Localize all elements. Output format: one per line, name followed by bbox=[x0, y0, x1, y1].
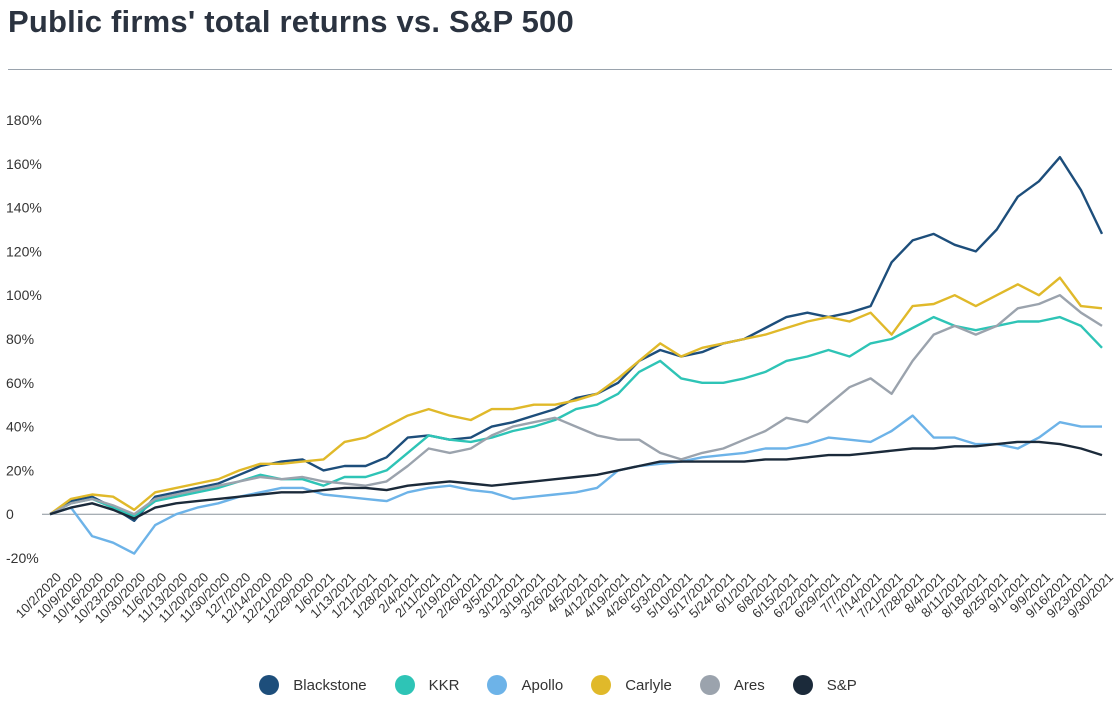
series-line-apollo bbox=[49, 414, 1102, 555]
legend-swatch bbox=[591, 675, 612, 695]
legend-swatch bbox=[487, 675, 508, 695]
y-tick-label: 100% bbox=[6, 287, 42, 303]
series-line-s-p bbox=[49, 440, 1103, 520]
legend-label: Carlyle bbox=[625, 676, 672, 694]
legend-label: Blackstone bbox=[293, 676, 367, 694]
series-line-blackstone bbox=[49, 155, 1104, 522]
line-chart: 180% 160% 140% 120% 100% 80% 60% 40% 20% 0 -20% 10… bbox=[6, 112, 1116, 627]
legend-item-blackstone[interactable]: Blackstone bbox=[259, 675, 367, 695]
y-tick-label: 160% bbox=[6, 156, 42, 172]
legend-swatch bbox=[699, 675, 720, 695]
y-tick-label: 120% bbox=[6, 243, 42, 259]
legend-item-ares[interactable]: Ares bbox=[699, 675, 765, 695]
y-tick-label: -20% bbox=[6, 550, 39, 566]
legend: Blackstone KKR Apollo Carlyle Ares S&P bbox=[0, 672, 1116, 698]
legend-label: S&P bbox=[826, 676, 857, 694]
y-tick-label: 40% bbox=[6, 419, 34, 435]
legend-item-s-p[interactable]: S&P bbox=[792, 675, 857, 695]
y-tick-label: 60% bbox=[6, 375, 34, 391]
y-tick-label: 140% bbox=[6, 200, 42, 216]
legend-swatch bbox=[792, 675, 813, 695]
y-tick-label: 20% bbox=[6, 462, 34, 478]
legend-label: Ares bbox=[733, 676, 765, 694]
legend-swatch bbox=[394, 675, 415, 695]
y-tick-label: 0 bbox=[6, 506, 14, 522]
y-tick-label: 180% bbox=[6, 112, 42, 128]
series-lines bbox=[49, 155, 1104, 555]
y-tick-label: 80% bbox=[6, 331, 34, 347]
title-divider bbox=[8, 69, 1112, 70]
y-axis: 180% 160% 140% 120% 100% 80% 60% 40% 20% 0 -20% bbox=[6, 112, 42, 566]
series-line-carlyle bbox=[49, 276, 1103, 516]
legend-label: Apollo bbox=[521, 676, 564, 694]
chart-title: Public firms' total returns vs. S&P 500 bbox=[8, 4, 574, 39]
legend-label: KKR bbox=[428, 676, 460, 694]
series-line-kkr bbox=[49, 315, 1103, 518]
x-axis: 10/2/202010/9/202010/16/202010/23/202010… bbox=[13, 570, 1116, 627]
legend-item-carlyle[interactable]: Carlyle bbox=[591, 675, 672, 695]
legend-item-kkr[interactable]: KKR bbox=[394, 675, 460, 695]
legend-swatch bbox=[259, 675, 280, 695]
legend-item-apollo[interactable]: Apollo bbox=[487, 675, 563, 695]
series-line-ares bbox=[49, 294, 1103, 516]
